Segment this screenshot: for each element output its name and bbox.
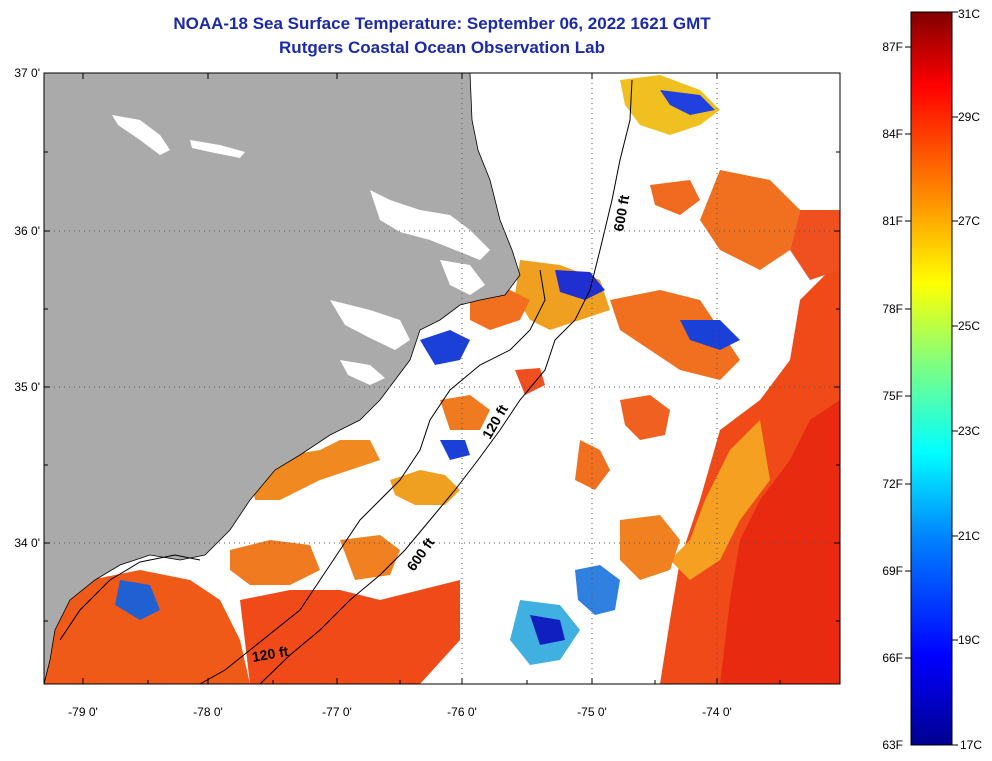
colorbar-c-label: 17C [960, 738, 982, 752]
grid-lines [44, 73, 840, 684]
lon-label: -77 0' [322, 705, 352, 719]
colorbar-f-label: 66F [882, 651, 903, 665]
isobath-label: 120 ft [251, 643, 290, 665]
colorbar [910, 11, 953, 746]
colorbar-ticks [905, 11, 958, 746]
colorbar-c-label: 25C [958, 319, 980, 333]
axis-ticks [44, 72, 840, 684]
lon-label: -78 0' [193, 705, 223, 719]
lon-label: -79 0' [68, 705, 98, 719]
colorbar-f-label: 63F [882, 738, 903, 752]
colorbar-f-label: 87F [882, 40, 903, 54]
colorbar-f-label: 84F [882, 127, 903, 141]
inland-waters [112, 115, 490, 385]
lon-label: -76 0' [447, 705, 477, 719]
isobath-label: 600 ft [610, 193, 632, 232]
colorbar-f-label: 81F [882, 214, 903, 228]
map-subtitle: Rutgers Coastal Ocean Observation Lab [279, 38, 605, 57]
lat-label: 35 0' [14, 380, 40, 394]
colorbar-f-label: 69F [882, 564, 903, 578]
colorbar-c-label: 31C [958, 7, 980, 21]
map-title: NOAA-18 Sea Surface Temperature: Septemb… [173, 14, 711, 33]
colorbar-c-label: 19C [958, 633, 980, 647]
sst-data-layer [44, 75, 840, 684]
lon-label: -74 0' [702, 705, 732, 719]
lat-label: 34 0' [14, 536, 40, 550]
lat-label: 36 0' [14, 224, 40, 238]
colorbar-c-label: 27C [958, 214, 980, 228]
colorbar-c-label: 23C [958, 424, 980, 438]
colorbar-c-label: 21C [958, 529, 980, 543]
lat-label: 37 0' [14, 66, 40, 80]
lon-label: -75 0' [577, 705, 607, 719]
colorbar-f-label: 75F [882, 389, 903, 403]
coastline [44, 73, 521, 684]
isobath-lines [59, 79, 633, 684]
colorbar-f-label: 72F [882, 477, 903, 491]
colorbar-f-label: 78F [882, 302, 903, 316]
colorbar-c-label: 29C [958, 110, 980, 124]
